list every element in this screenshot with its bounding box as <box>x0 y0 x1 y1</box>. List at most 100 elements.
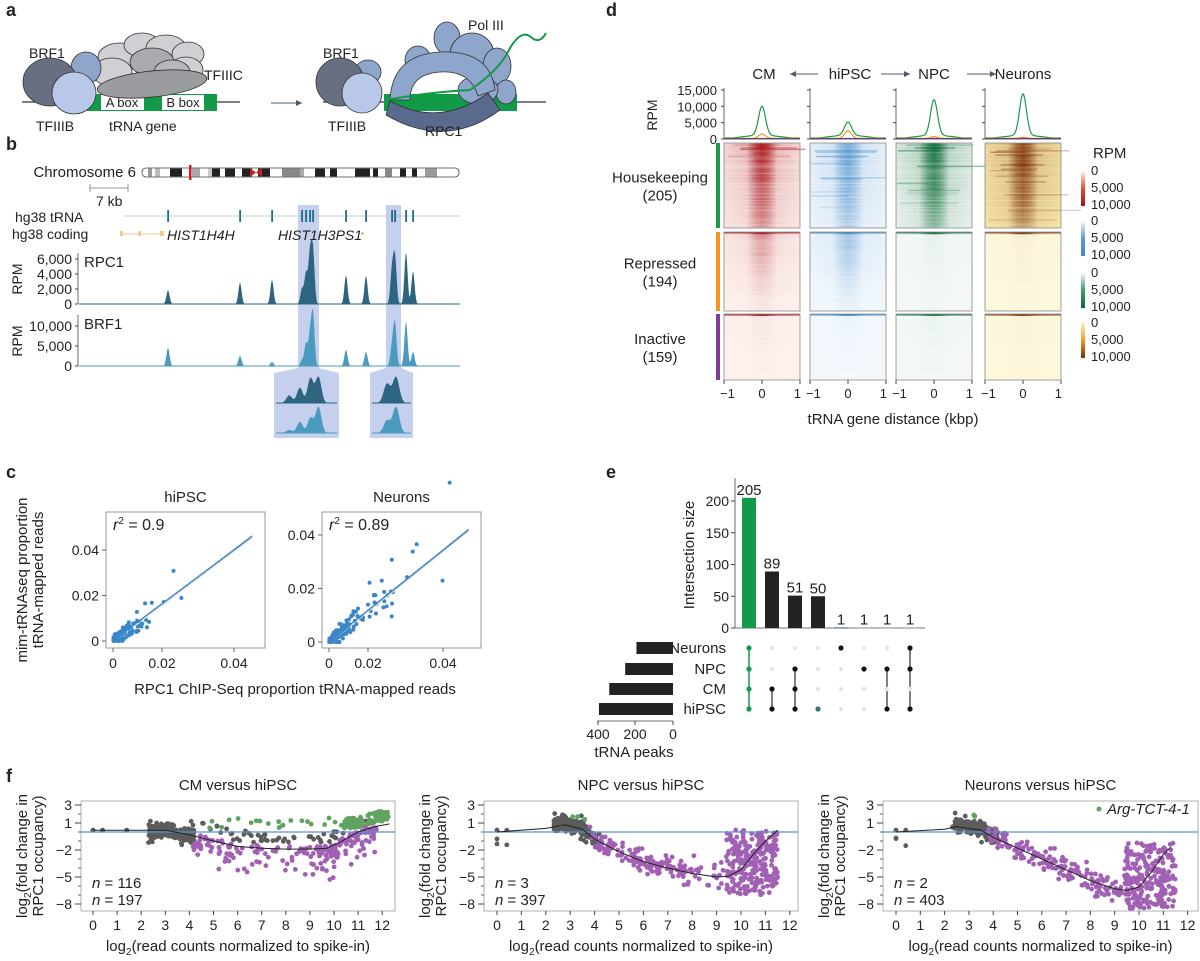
heatmap-row <box>724 233 800 237</box>
heatmap-row <box>985 287 1061 289</box>
down-point <box>655 871 661 876</box>
trna-gene-mark <box>239 210 241 222</box>
heatmap-streak <box>810 162 852 165</box>
y-tick-label: 10,000 <box>677 99 717 114</box>
heatmap-row <box>985 250 1061 252</box>
ns-point <box>181 826 187 831</box>
tfiiic-label: TFIIIC <box>204 67 243 83</box>
empty-dot <box>838 686 844 692</box>
colorbar-tick-label: 10,000 <box>1091 299 1131 314</box>
ns-point <box>146 840 151 846</box>
down-point <box>727 890 732 895</box>
y-tick-label: 0 <box>307 634 315 650</box>
down-point <box>734 883 740 888</box>
heatmap-row <box>810 283 886 286</box>
down-point <box>635 865 641 870</box>
heatmap-row <box>810 293 886 296</box>
heatmap-row <box>985 181 1061 183</box>
y-tick-label: 0.02 <box>72 588 99 604</box>
down-point <box>241 866 247 872</box>
up-point <box>364 820 370 826</box>
down-point <box>1024 842 1029 848</box>
down-point <box>310 871 316 877</box>
intersection-bar <box>834 627 848 629</box>
x-tick-label: 5 <box>615 917 623 933</box>
heatmap-row <box>896 220 972 223</box>
text-part: n <box>92 875 100 892</box>
heatmap-row <box>896 262 972 264</box>
heatmap-row <box>896 215 972 217</box>
chromosome-band <box>412 168 417 177</box>
down-point <box>357 848 363 854</box>
ns-point <box>224 826 230 832</box>
set-label: NPC <box>694 661 726 678</box>
down-point <box>727 836 733 841</box>
heatmap-row <box>985 266 1061 268</box>
down-point <box>1161 878 1166 884</box>
heatmap-row <box>896 297 972 299</box>
heatmap-streak <box>906 144 974 146</box>
down-point <box>1135 852 1141 857</box>
heatmap-row <box>985 252 1061 254</box>
heatmap-row <box>985 202 1061 205</box>
intersection-bar <box>788 595 802 628</box>
data-point <box>134 609 139 614</box>
down-point <box>761 856 767 862</box>
trna-gene-label: tRNA gene <box>109 118 177 134</box>
heatmap-row <box>896 150 972 152</box>
x-tick-label: 1 <box>880 386 887 401</box>
down-point <box>1068 873 1074 879</box>
heatmap-row <box>810 247 886 251</box>
heatmap-row <box>896 203 972 206</box>
down-point <box>1156 869 1162 875</box>
x-tick-label: 1 <box>966 386 973 401</box>
heatmap-row <box>896 222 972 225</box>
heatmap-row <box>896 287 972 289</box>
plot-frame <box>483 800 799 912</box>
panel-label-a: a <box>6 0 17 20</box>
heatmap-row <box>724 147 800 149</box>
heatmap-streak <box>996 150 1070 152</box>
group-bar-housekeeping <box>716 143 720 228</box>
down-point <box>333 849 339 855</box>
down-point <box>1148 886 1154 892</box>
heatmap-row <box>896 177 972 179</box>
heatmap-row <box>810 151 886 154</box>
subscript: 2 <box>426 892 437 898</box>
membership-dot <box>769 686 775 692</box>
inset-signal <box>372 376 411 403</box>
points <box>494 811 780 898</box>
heatmap-row <box>985 219 1061 222</box>
heatmap-row <box>985 206 1061 209</box>
superscript: 2 <box>118 516 124 527</box>
data-point <box>143 601 148 606</box>
down-point <box>283 867 288 873</box>
signal-track <box>79 308 460 366</box>
heatmap-row <box>724 318 800 321</box>
down-point <box>1134 875 1140 881</box>
heatmap-row <box>896 277 972 279</box>
heatmap-row <box>810 157 886 159</box>
down-point <box>620 840 626 846</box>
r-symbol: r <box>329 517 335 534</box>
down-point <box>664 857 670 862</box>
y-tick-label: 0 <box>91 633 99 649</box>
down-point <box>1152 846 1157 851</box>
heatmap-row <box>896 233 972 237</box>
group-count: (159) <box>642 349 677 366</box>
column-title: CM <box>752 66 775 83</box>
down-point <box>758 851 764 857</box>
heatmap-streak <box>724 314 800 316</box>
heatmap-row <box>985 277 1061 279</box>
ns-point <box>274 837 280 843</box>
heatmap-row <box>985 281 1061 283</box>
down-point <box>198 844 204 850</box>
heatmap-streak <box>994 175 1049 177</box>
heatmap-row <box>810 143 886 145</box>
signal-track <box>79 239 460 304</box>
down-point <box>348 861 354 867</box>
down-point <box>262 851 268 857</box>
heatmap-row <box>985 205 1061 208</box>
x-tick-label: 2 <box>137 917 145 933</box>
up-point <box>365 813 371 819</box>
